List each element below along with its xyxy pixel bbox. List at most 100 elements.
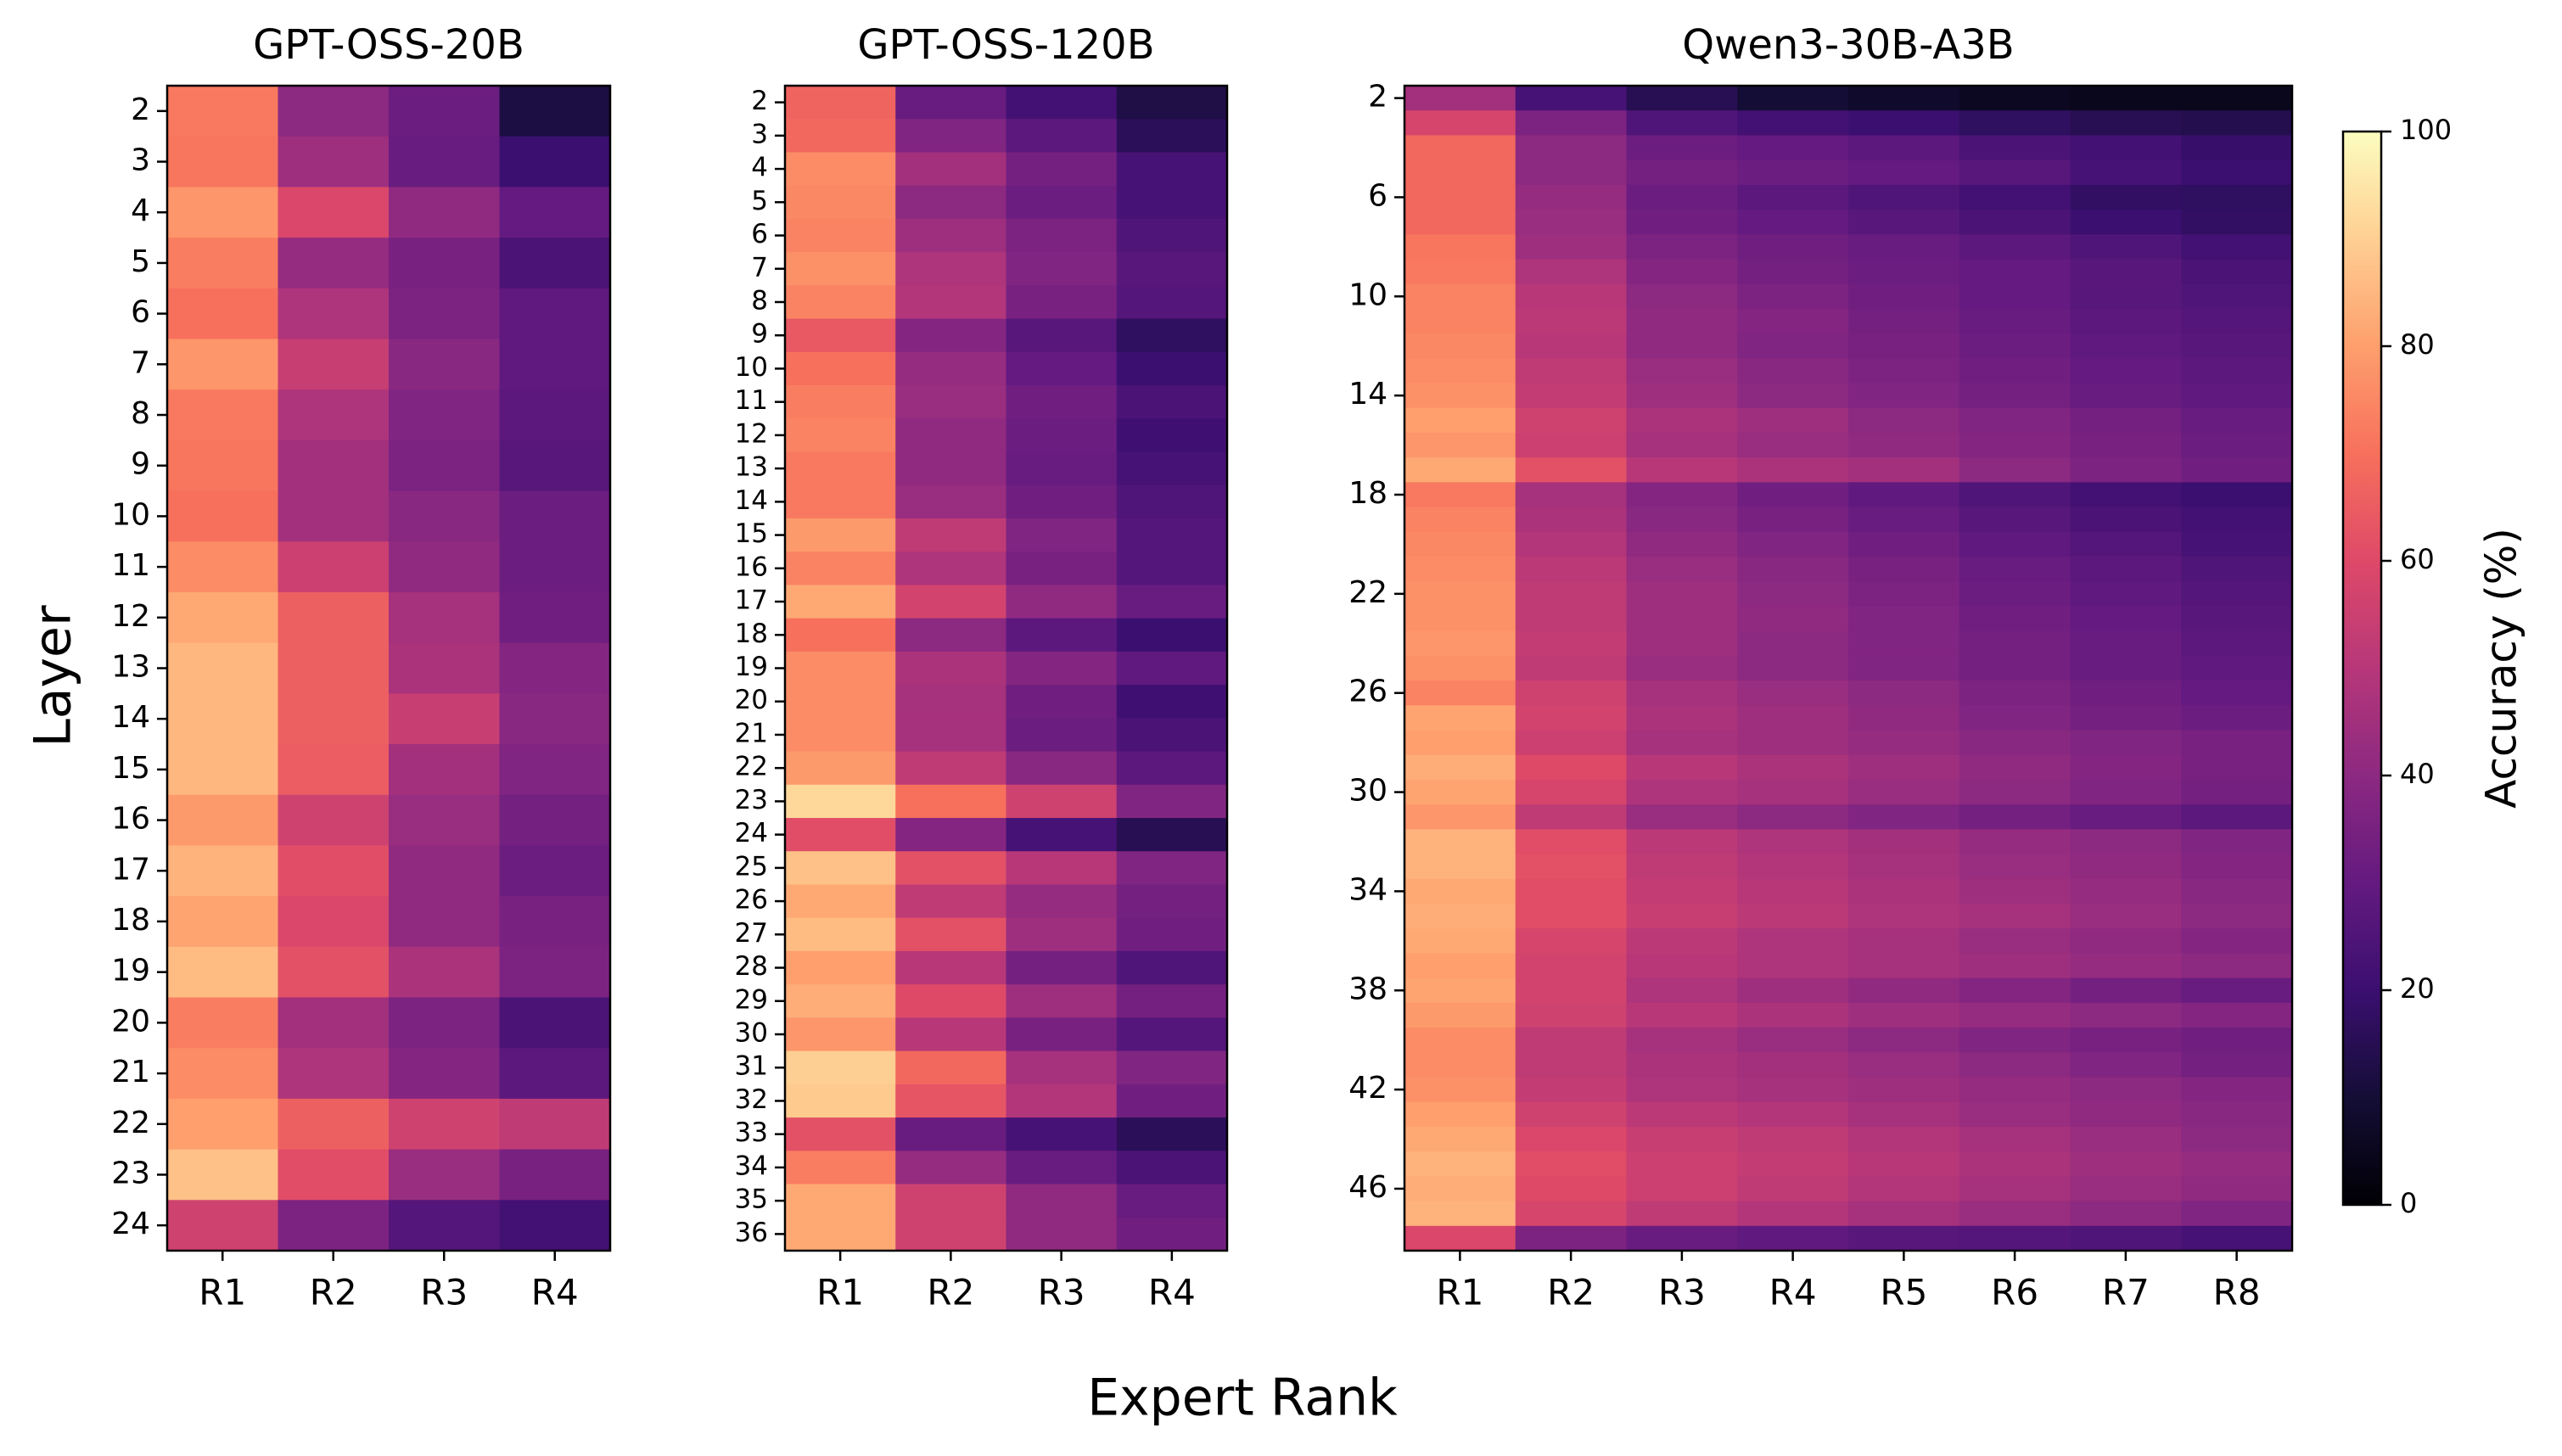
heatmap-cell	[2070, 383, 2182, 409]
y-tick-label: 21	[111, 1055, 150, 1089]
heatmap-cell	[1959, 1052, 2071, 1078]
heatmap-cell	[389, 136, 501, 188]
heatmap-cell	[1006, 784, 1118, 819]
y-tick-label: 31	[735, 1051, 768, 1082]
heatmap-cell	[895, 984, 1007, 1018]
heatmap-cell	[1959, 1101, 2071, 1128]
heatmap-cell	[278, 744, 390, 796]
heatmap-cell	[1116, 119, 1228, 154]
heatmap-cell	[1848, 1201, 1960, 1227]
heatmap-cell	[1737, 854, 1849, 880]
y-tick-label: 2	[1368, 80, 1388, 115]
heatmap-cell	[278, 1048, 390, 1100]
heatmap-cell	[1626, 457, 1738, 483]
heatmap-cell	[2181, 358, 2293, 384]
x-tick-label: R8	[2213, 1272, 2261, 1313]
heatmap-cell	[1848, 283, 1960, 310]
heatmap-cell	[1006, 751, 1118, 786]
heatmap-cell	[1848, 904, 1960, 929]
heatmap-cell	[1404, 184, 1516, 210]
heatmap-cell	[1626, 308, 1738, 334]
heatmap-cell	[1404, 135, 1516, 161]
heatmap-cell	[1515, 210, 1628, 235]
heatmap-cell	[1626, 1201, 1738, 1227]
heatmap-cell	[1006, 618, 1118, 652]
heatmap-cell	[1515, 1151, 1628, 1177]
heatmap-cell	[1116, 318, 1228, 353]
heatmap-cell	[1626, 283, 1738, 310]
heatmap-cell	[1848, 1052, 1960, 1078]
heatmap-cell	[1006, 1151, 1118, 1185]
y-tick-label: 17	[735, 585, 768, 616]
heatmap-cell	[785, 984, 896, 1018]
heatmap-cell	[1848, 507, 1960, 533]
heatmap-cell	[1737, 705, 1849, 731]
y-tick-label: 10	[1348, 277, 1388, 312]
heatmap-cell	[1626, 1002, 1738, 1028]
heatmap-cell	[895, 950, 1007, 985]
colorbar: 0 20 40 60 80 100 Accuracy (%)	[2341, 114, 2526, 1219]
heatmap-cell	[2181, 1126, 2293, 1152]
heatmap-cell	[1116, 1184, 1228, 1218]
y-tick-label: 7	[131, 345, 150, 380]
heatmap-cell	[1404, 1151, 1516, 1177]
x-tick-label: R5	[1880, 1272, 1927, 1313]
heatmap-cell	[167, 288, 279, 340]
colorbar-tick-label: 60	[2400, 543, 2435, 575]
heatmap-cell	[1626, 754, 1738, 781]
y-tick-label: 9	[131, 447, 150, 482]
heatmap-cell	[1404, 482, 1516, 508]
heatmap-cell	[2070, 407, 2182, 434]
heatmap-cell	[1848, 557, 1960, 582]
heatmap-cell	[1737, 432, 1849, 458]
heatmap-cell	[895, 884, 1007, 919]
heatmap-cell	[1404, 977, 1516, 1004]
heatmap-cell	[1404, 283, 1516, 310]
heatmap-cell	[2070, 1077, 2182, 1103]
heatmap-cell	[1404, 110, 1516, 137]
heatmap-cell	[2070, 730, 2182, 756]
heatmap-cell	[1116, 351, 1228, 386]
heatmap-cell	[278, 389, 390, 441]
heatmap-cell	[895, 618, 1007, 652]
heatmap-cell	[2181, 829, 2293, 855]
heatmap-cell	[2181, 1052, 2293, 1078]
heatmap-cell	[499, 1149, 611, 1201]
heatmap-cell	[278, 238, 390, 289]
heatmap-cell	[1848, 606, 1960, 632]
heatmap-cell	[2181, 904, 2293, 929]
y-tick-label: 13	[735, 452, 768, 483]
heatmap-cell	[1959, 878, 2071, 904]
heatmap-cell	[1515, 234, 1628, 260]
heatmap-cell	[1737, 630, 1849, 657]
heatmap-cell	[1959, 581, 2071, 608]
heatmap-cell	[895, 351, 1007, 386]
heatmap-cell	[2181, 531, 2293, 557]
heatmap-title: GPT-OSS-20B	[253, 21, 524, 69]
y-tick-label: 26	[1348, 675, 1388, 709]
heatmap-cell	[1116, 285, 1228, 320]
heatmap-cell	[499, 86, 611, 137]
heatmap-cell	[1959, 234, 2071, 260]
heatmap-cell	[2070, 655, 2182, 681]
heatmap-cell	[895, 518, 1007, 552]
heatmap-cell	[1959, 1126, 2071, 1152]
heatmap-cell	[1959, 928, 2071, 955]
heatmap-cell	[1515, 1002, 1628, 1028]
heatmap-cell	[1737, 1151, 1849, 1177]
heatmap-cell	[1737, 829, 1849, 855]
heatmap-cell	[895, 1151, 1007, 1185]
heatmap-cell	[1848, 779, 1960, 805]
heatmap-cell	[1626, 730, 1738, 756]
heatmap-cell	[1515, 606, 1628, 632]
heatmap-cell	[1404, 606, 1516, 632]
heatmap-cell	[895, 685, 1007, 719]
heatmap-cell	[278, 339, 390, 390]
heatmap-cell	[278, 845, 390, 897]
heatmap-cell	[2070, 432, 2182, 458]
y-tick-label: 18	[1348, 476, 1388, 511]
heatmap-cell	[1515, 1052, 1628, 1078]
heatmap-cell	[499, 794, 611, 847]
